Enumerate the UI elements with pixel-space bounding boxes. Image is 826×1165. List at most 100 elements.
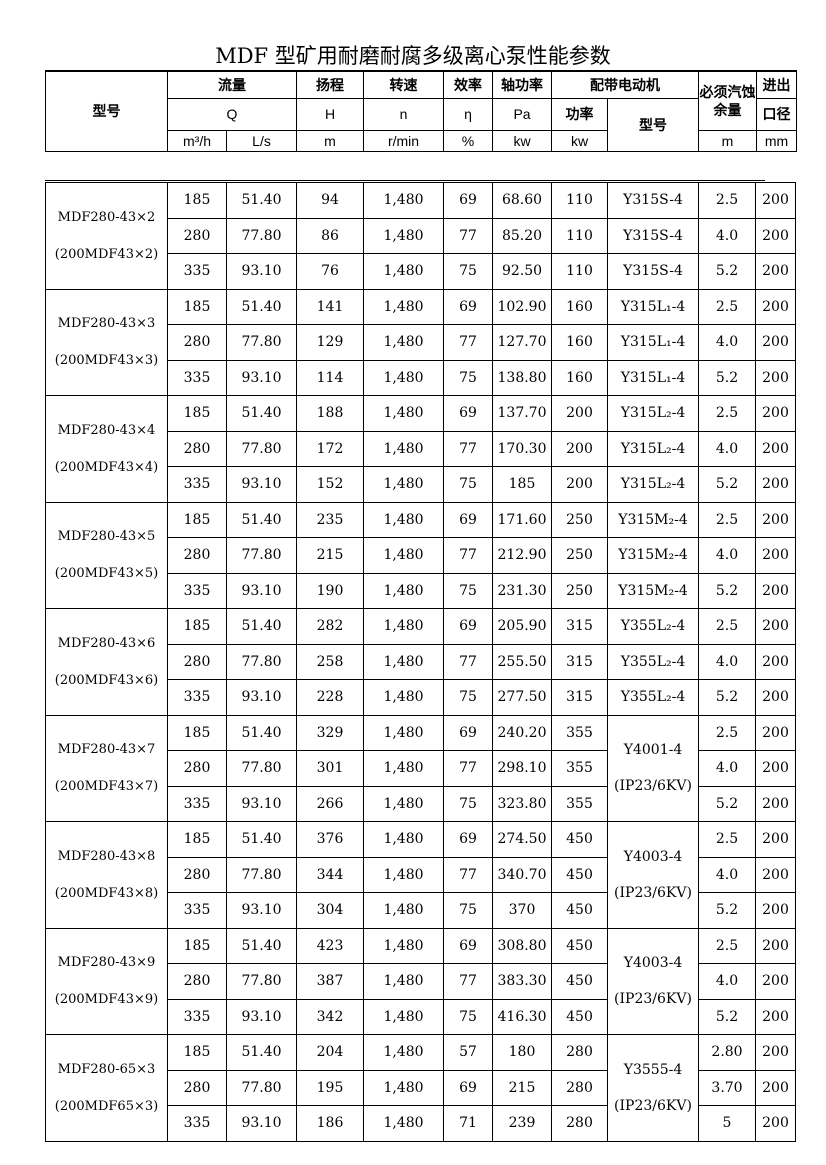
bore: 200 — [755, 643, 796, 680]
flow-m3h: 335 — [167, 572, 227, 609]
model-alt: (200MDF43×2) — [54, 246, 159, 262]
npsh: 2.5 — [698, 501, 756, 538]
head: 228 — [296, 679, 364, 716]
table-row: MDF280-43×2 (200MDF43×2) 185 51.40 94 1,480 69… — [45, 182, 796, 290]
shaft-power: 185 — [492, 466, 552, 503]
bore: 200 — [755, 1034, 796, 1071]
model-name: MDF280-43×5 — [57, 529, 156, 545]
speed: 1,480 — [363, 430, 444, 467]
bore: 200 — [755, 821, 796, 858]
npsh: 5.2 — [698, 785, 756, 822]
table-row: MDF280-43×7 (200MDF43×7) 185 51.40 329 1,480 6… — [45, 714, 796, 822]
speed: 1,480 — [363, 1069, 444, 1106]
npsh: 4.0 — [698, 537, 756, 574]
npsh: 4.0 — [698, 324, 756, 361]
head: 342 — [296, 998, 364, 1035]
efficiency: 69 — [443, 927, 493, 964]
head: 141 — [296, 288, 364, 325]
shaft-power: 137.70 — [492, 395, 552, 432]
model-alt: (200MDF43×7) — [54, 779, 159, 795]
bore: 200 — [755, 963, 796, 1000]
flow-ls: 77.80 — [226, 217, 297, 254]
flow-m3h: 280 — [167, 1069, 227, 1106]
motor-model-name: Y4003-4 — [623, 955, 683, 972]
speed: 1,480 — [363, 643, 444, 680]
head: 190 — [296, 572, 364, 609]
header-motor-power: 功率 — [551, 97, 608, 131]
motor-power: 250 — [551, 572, 608, 609]
head: 186 — [296, 1105, 364, 1142]
motor-model: Y355L₂-4 — [607, 679, 699, 716]
header-flow: 流量 — [167, 70, 297, 99]
head: 94 — [296, 182, 364, 219]
header-head-symbol: H — [296, 97, 364, 131]
motor-model-name: Y4003-4 — [623, 848, 683, 865]
motor-power: 110 — [551, 217, 608, 254]
efficiency: 71 — [443, 1105, 493, 1142]
bore: 200 — [755, 501, 796, 538]
efficiency: 77 — [443, 430, 493, 467]
flow-m3h: 335 — [167, 359, 227, 396]
motor-model-name: Y3555-4 — [623, 1061, 683, 1078]
bore: 200 — [755, 395, 796, 432]
npsh: 2.80 — [698, 1034, 756, 1071]
efficiency: 69 — [443, 1069, 493, 1106]
flow-ls: 51.40 — [226, 1034, 297, 1071]
shaft-power: 231.30 — [492, 572, 552, 609]
efficiency: 75 — [443, 785, 493, 822]
speed: 1,480 — [363, 785, 444, 822]
flow-ls: 51.40 — [226, 608, 297, 645]
model-alt: (200MDF43×9) — [54, 992, 159, 1008]
bore: 200 — [755, 572, 796, 609]
speed: 1,480 — [363, 608, 444, 645]
flow-m3h: 185 — [167, 288, 227, 325]
motor-model: Y4001-4 (IP23/6KV) — [607, 714, 699, 822]
bore: 200 — [755, 998, 796, 1035]
flow-ls: 93.10 — [226, 572, 297, 609]
motor-power: 160 — [551, 288, 608, 325]
divider-line — [45, 180, 765, 181]
flow-m3h: 280 — [167, 643, 227, 680]
head: 387 — [296, 963, 364, 1000]
speed: 1,480 — [363, 182, 444, 219]
shaft-power: 277.50 — [492, 679, 552, 716]
pump-model: MDF280-43×4 (200MDF43×4) — [45, 395, 168, 503]
flow-ls: 77.80 — [226, 856, 297, 893]
shaft-power: 340.70 — [492, 856, 552, 893]
bore: 200 — [755, 714, 796, 751]
table-row: MDF280-43×5 (200MDF43×5) 185 51.40 235 1,480 6… — [45, 501, 796, 609]
table-row: MDF280-43×9 (200MDF43×9) 185 51.40 423 1,480 6… — [45, 927, 796, 1035]
npsh: 2.5 — [698, 182, 756, 219]
header-flow-unit-ls: L/s — [226, 129, 297, 152]
motor-model: Y355L₂-4 — [607, 608, 699, 645]
flow-m3h: 335 — [167, 892, 227, 929]
table-row: 335 93.10 76 1,480 75 92.50 110 Y315S-4 5.2 200 — [46, 253, 796, 290]
speed: 1,480 — [363, 821, 444, 858]
flow-ls: 51.40 — [226, 182, 297, 219]
table-row: 280 77.80 172 1,480 77 170.30 200 Y315L₂-4 4.0 20… — [46, 430, 796, 467]
head: 114 — [296, 359, 364, 396]
efficiency: 75 — [443, 998, 493, 1035]
motor-power: 250 — [551, 537, 608, 574]
head: 86 — [296, 217, 364, 254]
motor-model-name: Y4001-4 — [623, 742, 683, 759]
flow-m3h: 280 — [167, 750, 227, 787]
header-motor-model: 型号 — [607, 97, 699, 152]
header-eff-symbol: η — [443, 97, 493, 131]
table-row: 280 77.80 258 1,480 77 255.50 315 Y355L₂-4 4.0 20… — [46, 643, 796, 680]
npsh: 5.2 — [698, 679, 756, 716]
bore: 200 — [755, 785, 796, 822]
efficiency: 69 — [443, 288, 493, 325]
model-name: MDF280-43×9 — [57, 955, 156, 971]
motor-model-note: (IP23/6KV) — [614, 778, 692, 795]
flow-ls: 51.40 — [226, 821, 297, 858]
head: 266 — [296, 785, 364, 822]
pump-model: MDF280-43×2 (200MDF43×2) — [45, 182, 168, 290]
flow-ls: 93.10 — [226, 359, 297, 396]
table-row: 335 93.10 266 1,480 75 323.80 355 5.2 200 — [46, 785, 796, 822]
table-row: MDF280-43×3 (200MDF43×3) 185 51.40 141 1,480 6… — [45, 288, 796, 396]
flow-m3h: 280 — [167, 537, 227, 574]
table-row: 335 93.10 114 1,480 75 138.80 160 Y315L₁-4 5.2 20… — [46, 359, 796, 396]
flow-ls: 77.80 — [226, 643, 297, 680]
shaft-power: 416.30 — [492, 998, 552, 1035]
